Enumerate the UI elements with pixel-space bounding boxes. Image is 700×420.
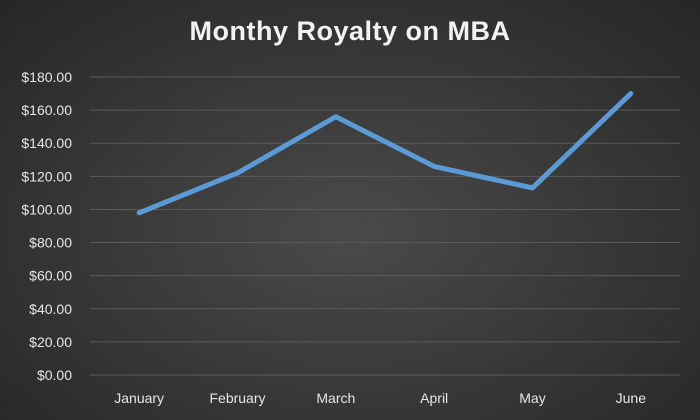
series-line [136, 91, 634, 216]
y-tick-label: $60.00 [29, 268, 72, 284]
gridlines [90, 76, 680, 376]
y-tick-label: $140.00 [21, 135, 72, 151]
x-tick-label: May [519, 390, 545, 406]
x-tick-label: April [420, 390, 448, 406]
x-tick-label: March [316, 390, 355, 406]
y-axis-tick-labels: $0.00 $20.00 $40.00 $60.00 $80.00 $100.00 $120… [21, 69, 72, 383]
x-tick-label: June [616, 390, 647, 406]
y-tick-label: $160.00 [21, 102, 72, 118]
y-tick-label: $0.00 [37, 367, 72, 383]
y-tick-label: $20.00 [29, 334, 72, 350]
x-tick-label: February [209, 390, 265, 406]
y-tick-label: $40.00 [29, 301, 72, 317]
x-axis-tick-labels: January February March April May June [114, 390, 646, 406]
y-tick-label: $80.00 [29, 235, 72, 251]
x-tick-label: January [114, 390, 164, 406]
y-tick-label: $120.00 [21, 168, 72, 184]
series-layer [136, 91, 634, 216]
chart-title: Monthy Royalty on MBA [189, 16, 511, 46]
y-tick-label: $180.00 [21, 69, 72, 85]
y-tick-label: $100.00 [21, 201, 72, 217]
